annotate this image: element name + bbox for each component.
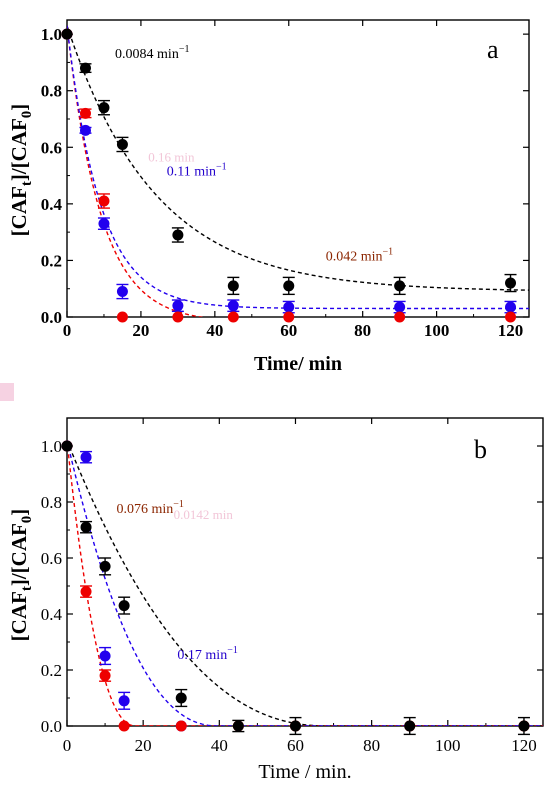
- data-point: [394, 280, 406, 292]
- data-point: [79, 124, 91, 136]
- x-tick-label: 120: [498, 321, 524, 340]
- fit-curve: [67, 25, 529, 291]
- x-tick-label: 0: [63, 321, 72, 340]
- x-tick-label: 20: [135, 736, 152, 755]
- data-point: [118, 720, 130, 732]
- rate-annotation: 0.076 min−1: [117, 499, 184, 517]
- x-tick-label: 0: [63, 736, 72, 755]
- y-tick-label: 0.6: [41, 138, 62, 157]
- ghost-mark: [0, 383, 14, 401]
- rate-annotation: 0.042 min−1: [326, 246, 393, 264]
- data-point: [98, 195, 110, 207]
- data-point: [116, 286, 128, 298]
- y-tick-label: 0.4: [41, 195, 63, 214]
- rate-annotation: 0.17 min−1: [177, 645, 237, 663]
- data-point: [99, 670, 111, 682]
- y-tick-label: 0.0: [41, 308, 62, 327]
- data-point: [99, 650, 111, 662]
- data-point: [118, 600, 130, 612]
- fit-curve: [67, 440, 543, 726]
- data-point: [79, 62, 91, 74]
- rate-annotation: 0.0084 min−1: [115, 44, 189, 62]
- data-point: [80, 451, 92, 463]
- data-point: [394, 311, 406, 323]
- data-point: [175, 720, 187, 732]
- data-point: [283, 311, 295, 323]
- y-tick-label: 1.0: [41, 437, 62, 456]
- data-point: [232, 720, 244, 732]
- data-point: [227, 280, 239, 292]
- fit-curve: [67, 440, 543, 726]
- y-tick-label: 0.8: [41, 493, 62, 512]
- y-tick-label: 1.0: [41, 25, 62, 44]
- panel-letter: a: [487, 35, 499, 64]
- plot-frame: [66, 19, 530, 318]
- data-point: [98, 218, 110, 230]
- data-point: [505, 301, 517, 313]
- panel-b: 0.0142 min 0 20 40 60 80 100 120 0.0 0.2 0.4 0.6 0.8…: [7, 417, 544, 783]
- x-tick-label: 80: [354, 321, 371, 340]
- rate-annotation: 0.11 min−1: [167, 162, 227, 180]
- x-tick-label: 100: [424, 321, 450, 340]
- panel-letter: b: [474, 435, 487, 464]
- data-point: [61, 28, 73, 40]
- x-tick-label: 60: [287, 736, 304, 755]
- fit-curve: [67, 25, 529, 310]
- data-point: [79, 107, 91, 119]
- x-tick-label: 120: [511, 736, 537, 755]
- data-point: [289, 720, 301, 732]
- y-tick-label: 0.4: [41, 605, 63, 624]
- data-point: [172, 311, 184, 323]
- data-point: [99, 560, 111, 572]
- data-point: [227, 300, 239, 312]
- ghost-annotation: 0.16 min: [148, 149, 195, 164]
- data-point: [175, 692, 187, 704]
- data-point: [98, 102, 110, 114]
- data-point: [394, 301, 406, 313]
- y-tick-label: 0.2: [41, 251, 62, 270]
- x-tick-label: 100: [435, 736, 461, 755]
- y-tick-label: 0.8: [41, 82, 62, 101]
- data-point: [227, 311, 239, 323]
- data-point: [61, 440, 73, 452]
- plot-frame: [66, 417, 544, 727]
- y-axis-title: [CAFt]/[CAF0]: [7, 104, 35, 237]
- x-tick-label: 40: [211, 736, 228, 755]
- x-tick-label: 20: [132, 321, 149, 340]
- data-point: [404, 720, 416, 732]
- data-point: [116, 311, 128, 323]
- y-tick-label: 0.2: [41, 661, 62, 680]
- data-point: [505, 311, 517, 323]
- data-point: [172, 300, 184, 312]
- fit-curve: [67, 440, 543, 726]
- panel-a: 0.16 min 0 20 40 60 80 100 120 0.0 0.2 0.4 0.6 0.8 1.…: [7, 19, 530, 375]
- data-point: [518, 720, 530, 732]
- data-point: [118, 695, 130, 707]
- data-point: [80, 586, 92, 598]
- x-axis-title: Time / min.: [258, 761, 351, 783]
- x-tick-label: 60: [280, 321, 297, 340]
- y-axis-title: [CAFt]/[CAF0]: [7, 509, 35, 642]
- data-point: [80, 521, 92, 533]
- x-axis-title: Time/ min: [254, 353, 342, 375]
- fit-curve: [67, 25, 205, 317]
- x-tick-label: 80: [363, 736, 380, 755]
- ghost-annotation: 0.0142 min: [174, 507, 234, 522]
- data-point: [116, 138, 128, 150]
- data-point: [172, 229, 184, 241]
- data-point: [505, 277, 517, 289]
- data-point: [283, 301, 295, 313]
- y-tick-label: 0.6: [41, 549, 62, 568]
- data-point: [283, 280, 295, 292]
- y-tick-label: 0.0: [41, 717, 62, 736]
- x-tick-label: 40: [206, 321, 223, 340]
